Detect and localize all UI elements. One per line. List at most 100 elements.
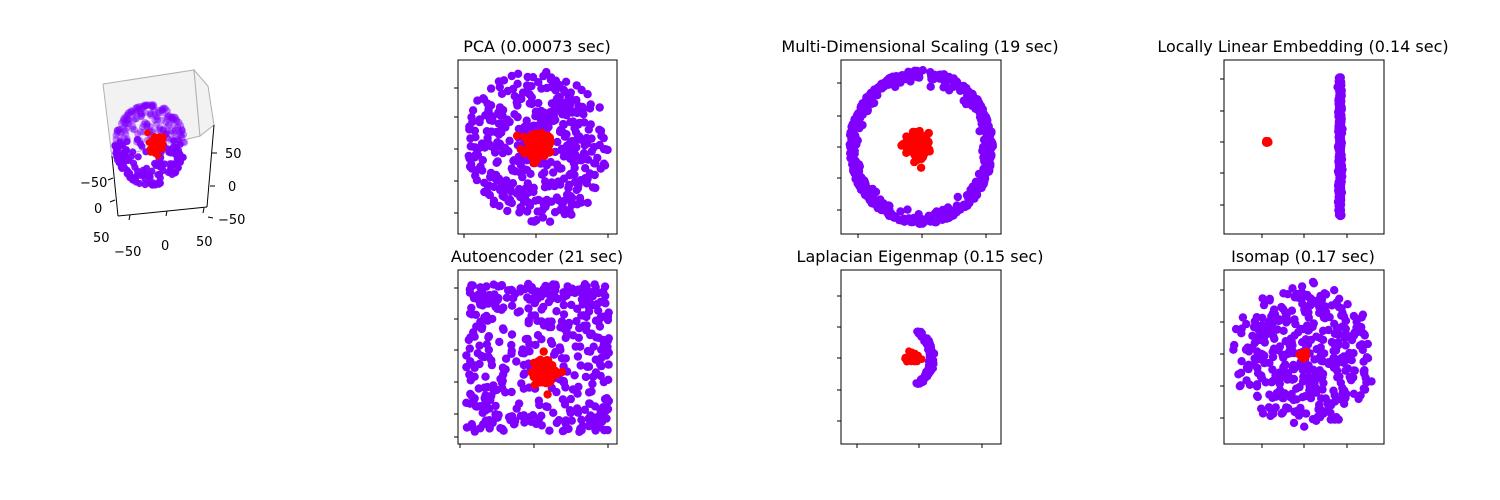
point-outer (475, 341, 484, 350)
panel-mds-title: Multi-Dimensional Scaling (19 sec) (781, 37, 1058, 56)
point-outer (156, 123, 164, 132)
point-outer (562, 130, 571, 139)
point-outer (507, 301, 517, 310)
point-inner (911, 136, 921, 145)
point-outer (1323, 398, 1333, 408)
point-outer (1252, 391, 1262, 400)
point-outer (1327, 337, 1337, 347)
point-outer (124, 116, 132, 124)
axis-3d-y-tick-2: 0 (228, 180, 236, 195)
point-outer (1274, 376, 1283, 385)
point-outer (143, 164, 151, 172)
point-inner (516, 145, 525, 154)
point-outer (874, 197, 884, 207)
point-outer (1335, 134, 1344, 143)
point-outer (167, 168, 175, 176)
point-outer (141, 108, 149, 117)
point-outer (478, 420, 488, 429)
point-outer (526, 169, 535, 178)
point-outer (566, 94, 575, 104)
point-outer (907, 214, 916, 223)
point-outer (529, 293, 538, 303)
point-outer (178, 127, 186, 135)
point-outer (483, 316, 492, 325)
point-outer (1267, 312, 1276, 321)
point-outer (597, 361, 606, 371)
point-outer (1360, 330, 1369, 339)
point-outer (1332, 323, 1342, 333)
point-outer (1343, 300, 1352, 309)
point-outer (981, 157, 991, 166)
point-outer (581, 174, 590, 183)
point-outer (1289, 418, 1299, 428)
point-outer (547, 322, 556, 332)
point-outer (1333, 330, 1342, 339)
point-outer (144, 101, 152, 109)
point-outer (121, 120, 129, 128)
point-outer (987, 128, 996, 137)
point-outer (1335, 294, 1344, 303)
point-outer (932, 217, 941, 226)
point-outer (122, 130, 130, 138)
point-outer (148, 102, 156, 110)
point-outer (158, 116, 166, 125)
point-outer (165, 120, 173, 128)
point-outer (514, 399, 524, 408)
point-inner (908, 357, 917, 365)
point-outer (936, 211, 945, 220)
point-outer (143, 122, 151, 130)
point-outer (172, 148, 181, 156)
point-outer (581, 372, 591, 382)
point-outer (1308, 277, 1318, 287)
point-outer (155, 180, 163, 188)
point-outer (176, 157, 184, 165)
point-outer (467, 164, 476, 173)
point-outer (566, 117, 575, 127)
point-outer (130, 126, 138, 134)
point-outer (1257, 404, 1266, 413)
point-outer (1334, 123, 1344, 133)
point-outer (952, 205, 961, 214)
point-outer (1302, 321, 1312, 330)
point-outer (539, 200, 549, 209)
point-outer (847, 127, 856, 136)
point-outer (581, 164, 590, 173)
point-outer (509, 156, 519, 165)
point-outer (503, 86, 512, 96)
point-outer (552, 83, 561, 92)
point-outer (1315, 303, 1324, 312)
point-outer (128, 108, 136, 116)
point-outer (922, 370, 930, 378)
point-outer (977, 183, 986, 193)
point-outer (143, 101, 151, 109)
point-outer (559, 376, 568, 386)
point-outer (507, 346, 516, 355)
point-outer (863, 192, 873, 202)
point-outer (116, 125, 124, 134)
point-outer (164, 127, 172, 135)
point-outer (559, 174, 569, 183)
point-outer (573, 352, 583, 361)
point-outer (513, 69, 523, 79)
point-outer (515, 208, 524, 217)
point-outer (488, 418, 497, 428)
point-outer (944, 213, 954, 223)
point-outer (944, 72, 954, 82)
point-outer (854, 167, 864, 176)
point-outer (1349, 311, 1359, 321)
point-outer (475, 117, 484, 127)
point-outer (858, 181, 868, 191)
point-outer (481, 372, 490, 381)
point-outer (570, 163, 579, 172)
point-outer (1268, 347, 1277, 357)
point-outer (467, 391, 476, 400)
point-outer (575, 132, 584, 141)
panel-autoencoder-ticks (454, 287, 609, 448)
point-outer (1265, 296, 1274, 305)
point-outer (124, 115, 132, 123)
point-inner (144, 129, 151, 137)
point-outer (494, 130, 504, 139)
point-outer (600, 161, 610, 170)
point-outer (151, 116, 159, 124)
point-outer (133, 172, 141, 180)
